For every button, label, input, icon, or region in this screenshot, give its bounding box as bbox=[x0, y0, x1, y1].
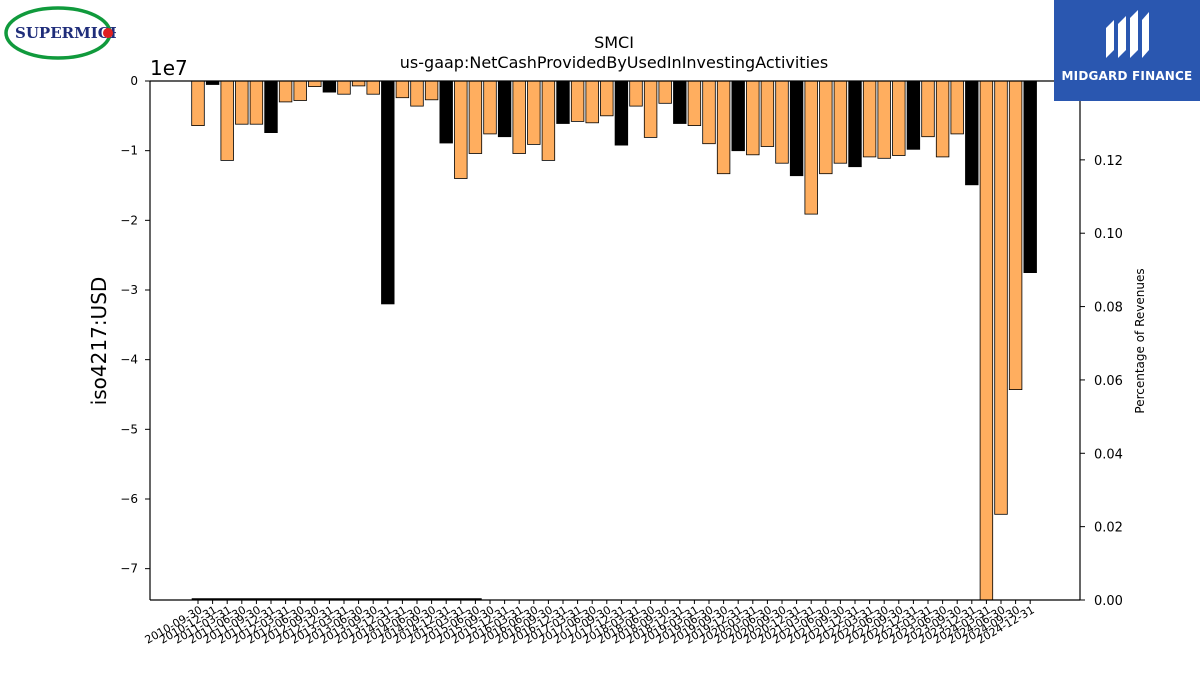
bar-2017-03-31 bbox=[570, 80, 585, 122]
bar-2011-06-30 bbox=[235, 80, 249, 125]
bar-2017-06-30 bbox=[585, 80, 599, 124]
bar-2023-12-31 bbox=[965, 80, 979, 186]
bar-2013-09-30 bbox=[366, 80, 380, 95]
y2-tick-label: 0.06 bbox=[1094, 374, 1123, 389]
y2-axis-label: Percentage of Revenues bbox=[1133, 268, 1147, 413]
bar-2016-12-31 bbox=[556, 80, 570, 124]
bar-2020-12-31 bbox=[789, 80, 804, 177]
y2-tick-label: 0.04 bbox=[1094, 447, 1123, 462]
bar-2023-03-31 bbox=[921, 80, 935, 138]
bar-2012-06-30 bbox=[293, 80, 307, 101]
bar-2016-03-31 bbox=[512, 80, 526, 154]
bar-2013-12-31 bbox=[381, 80, 395, 305]
y2-tick-label: 0.10 bbox=[1094, 227, 1123, 242]
bar-2013-06-30 bbox=[351, 80, 366, 87]
bar-2016-09-30 bbox=[541, 80, 556, 161]
y-tick-label: −3 bbox=[120, 283, 138, 297]
bar-2020-03-31 bbox=[746, 80, 760, 156]
bar-2019-06-30 bbox=[702, 80, 716, 145]
bar-2014-12-31 bbox=[439, 80, 453, 144]
bar-2018-09-30 bbox=[658, 80, 672, 104]
bar-2011-03-31 bbox=[220, 80, 234, 161]
bar-2023-06-30 bbox=[935, 80, 950, 158]
bar-2022-12-31 bbox=[906, 80, 921, 150]
y2-tick-label: 0.02 bbox=[1094, 521, 1123, 536]
y-tick-label: −7 bbox=[120, 562, 138, 576]
y-axis-label: iso4217:USD bbox=[87, 277, 111, 406]
bar-2024-03-31 bbox=[979, 80, 994, 601]
bar-2013-03-31 bbox=[337, 80, 351, 95]
bar-2021-06-30 bbox=[819, 80, 833, 175]
supermicro-logo: SUPERMICR bbox=[4, 5, 123, 61]
bar-2015-09-30 bbox=[483, 80, 497, 135]
svg-text:SUPERMICR: SUPERMICR bbox=[15, 24, 116, 42]
midgard-finance-text: MIDGARD FINANCE bbox=[1061, 69, 1193, 83]
bar-2018-12-31 bbox=[673, 80, 687, 124]
bar-2012-09-30 bbox=[308, 80, 322, 87]
bar-2017-09-30 bbox=[600, 80, 614, 117]
y-offset-text: 1e7 bbox=[150, 56, 188, 80]
bar-2015-12-31 bbox=[497, 80, 512, 138]
midgard-finance-logo: MIDGARD FINANCE bbox=[1054, 0, 1200, 101]
bar-2016-06-30 bbox=[527, 80, 541, 145]
bar-2022-06-30 bbox=[877, 80, 891, 159]
y-tick-label: −2 bbox=[120, 213, 138, 227]
y2-tick-label: 0.12 bbox=[1094, 154, 1123, 169]
bar-2024-09-30 bbox=[1008, 80, 1023, 391]
y-tick-label: 0 bbox=[130, 74, 138, 88]
y-tick-label: −1 bbox=[120, 144, 138, 158]
y-tick-label: −4 bbox=[120, 353, 138, 367]
bar-2022-09-30 bbox=[892, 80, 906, 156]
y-tick-label: −6 bbox=[120, 492, 138, 506]
bar-2015-03-31 bbox=[454, 80, 468, 179]
bar-2014-06-30 bbox=[410, 80, 424, 107]
bar-2011-09-30 bbox=[249, 80, 264, 125]
bar-2024-12-31 bbox=[1023, 80, 1037, 274]
bar-2021-09-30 bbox=[833, 80, 848, 164]
chart-subtitle: us-gaap:NetCashProvidedByUsedInInvesting… bbox=[400, 53, 828, 72]
bar-2024-06-30 bbox=[994, 80, 1008, 515]
bar-2020-06-30 bbox=[760, 80, 775, 147]
bar-2020-09-30 bbox=[775, 80, 789, 164]
bar-2019-03-31 bbox=[687, 80, 702, 126]
bar-2011-12-31 bbox=[264, 80, 278, 133]
bar-2014-09-30 bbox=[424, 80, 439, 101]
bar-2019-09-30 bbox=[716, 80, 731, 175]
bar-2012-03-31 bbox=[278, 80, 293, 103]
y2-tick-label: 0.08 bbox=[1094, 301, 1123, 316]
y-tick-label: −5 bbox=[120, 422, 138, 436]
bar-2018-03-31 bbox=[629, 80, 643, 107]
bar-2023-09-30 bbox=[950, 80, 964, 135]
bar-2015-06-30 bbox=[468, 80, 483, 154]
bar-2018-06-30 bbox=[643, 80, 658, 138]
bar-2021-03-31 bbox=[804, 80, 818, 215]
bar-2017-12-31 bbox=[614, 80, 629, 146]
bar-2014-03-31 bbox=[395, 80, 410, 99]
bar-2022-03-31 bbox=[862, 80, 877, 158]
chart-title: SMCI bbox=[594, 33, 634, 52]
bar-2021-12-31 bbox=[848, 80, 862, 168]
bar-2019-12-31 bbox=[731, 80, 745, 152]
bar-2012-12-31 bbox=[322, 80, 337, 93]
bar-2010-09-30 bbox=[191, 80, 205, 126]
y2-tick-label: 0.00 bbox=[1094, 594, 1123, 609]
